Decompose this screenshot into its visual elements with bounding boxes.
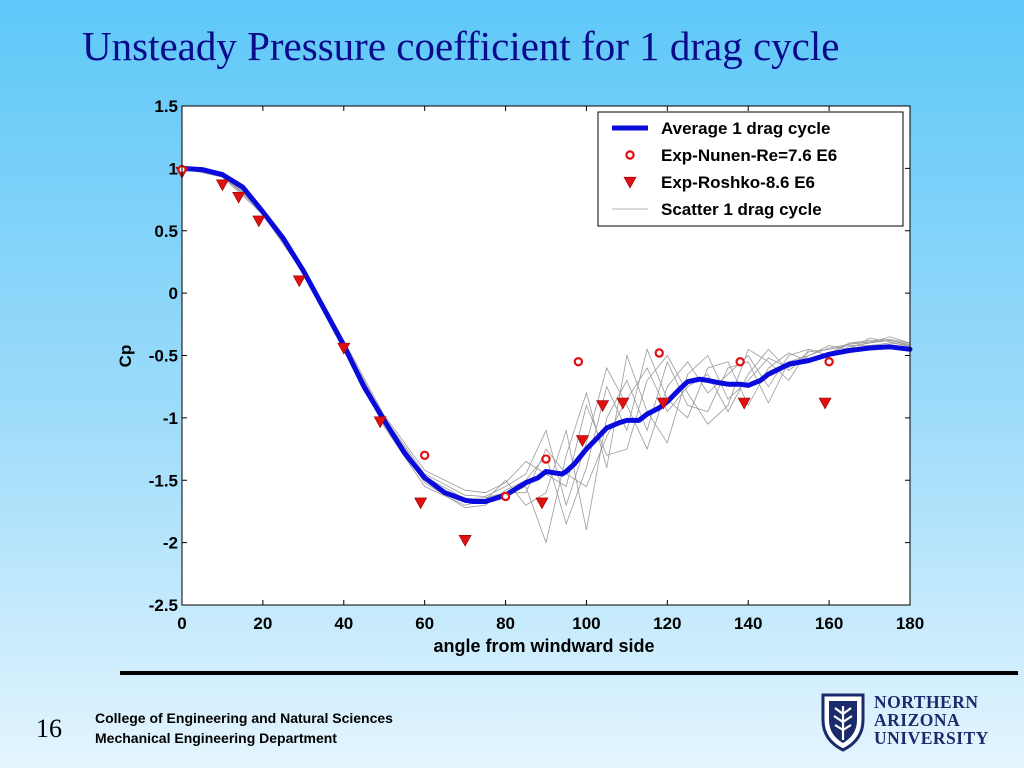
tick-labels: 0 20 40 60 80 100 120 140 160 180 1.5 1 0.5 0 -0.5 -1 -1… [149, 97, 924, 633]
nunen-point [500, 491, 511, 502]
logo-line-3: UNIVERSITY [874, 728, 989, 748]
y-axis-label: Cp [116, 345, 135, 368]
nunen-point [541, 454, 551, 464]
roshko-point [337, 342, 351, 355]
roshko-point [414, 497, 428, 510]
x-tick-label: 100 [572, 614, 600, 633]
y-tick-label: -0.5 [149, 347, 178, 366]
x-tick-label: 80 [496, 614, 515, 633]
roshko-point [616, 397, 630, 410]
x-tick-label: 20 [253, 614, 272, 633]
legend-label: Exp-Roshko-8.6 E6 [661, 173, 815, 192]
logo-line-2: ARIZONA [874, 710, 961, 730]
y-tick-label: -2.5 [149, 596, 178, 615]
legend-label: Exp-Nunen-Re=7.6 E6 [661, 146, 837, 165]
legend-label: Scatter 1 drag cycle [661, 200, 822, 219]
logo-line-1: NORTHERN [874, 692, 979, 712]
y-tick-label: -1 [163, 409, 178, 428]
nunen-point [735, 357, 745, 367]
slide-title: Unsteady Pressure coefficient for 1 drag… [82, 23, 840, 69]
nau-logo: NORTHERN ARIZONA UNIVERSITY [820, 690, 1000, 754]
y-tick-label: 1 [169, 159, 178, 178]
roshko-point [656, 397, 670, 410]
x-tick-label: 120 [653, 614, 681, 633]
x-tick-label: 40 [334, 614, 353, 633]
plot-frame [181, 105, 911, 606]
roshko-point [232, 191, 246, 204]
nunen-point [824, 357, 834, 367]
average-drag-cycle-line [179, 165, 913, 504]
roshko-point [252, 215, 266, 228]
legend: Average 1 drag cycle Exp-Nunen-Re=7.6 E6 E… [597, 111, 904, 227]
y-tick-label: -2 [163, 534, 178, 553]
x-axis-label: angle from windward side [433, 636, 654, 656]
y-tick-label: 0.5 [154, 222, 178, 241]
nunen-point [419, 450, 430, 460]
legend-label: Average 1 drag cycle [661, 119, 830, 138]
x-tick-label: 160 [815, 614, 843, 633]
nunen-point [573, 357, 584, 367]
x-tick-label: 180 [896, 614, 924, 633]
series-group [175, 164, 913, 547]
x-tick-label: 0 [177, 614, 186, 633]
legend-box [597, 111, 904, 227]
roshko-point [737, 397, 751, 410]
roshko-point [818, 397, 832, 410]
roshko-point [292, 275, 306, 288]
footer-college: College of Engineering and Natural Scien… [95, 710, 393, 726]
roshko-point [535, 497, 549, 510]
page-number: 16 [36, 714, 62, 743]
scatter-cycle-line [181, 168, 911, 494]
y-tick-label: 1.5 [154, 97, 178, 116]
roshko-point [215, 179, 229, 192]
footer-text: College of Engineering and Natural Scien… [95, 708, 393, 748]
y-tick-label: 0 [169, 284, 178, 303]
y-tick-label: -1.5 [149, 471, 178, 490]
footer-divider [120, 671, 1018, 675]
roshko-point [575, 435, 589, 447]
roshko-point [458, 535, 472, 547]
x-tick-label: 140 [734, 614, 762, 633]
footer-department: Mechanical Engineering Department [95, 730, 337, 746]
nunen-point [654, 348, 664, 358]
nau-shield-icon [821, 693, 865, 752]
legend-nunen-swatch [625, 150, 635, 160]
roshko-point [373, 416, 387, 429]
legend-roshko-swatch [623, 176, 637, 189]
roshko-point [596, 400, 610, 413]
logo-wordmark: NORTHERN ARIZONA UNIVERSITY [874, 693, 989, 747]
x-tick-label: 60 [415, 614, 434, 633]
cp-chart: 0 20 40 60 80 100 120 140 160 180 1.5 1 0.5 0 -0.5 -1 -1… [116, 97, 924, 656]
